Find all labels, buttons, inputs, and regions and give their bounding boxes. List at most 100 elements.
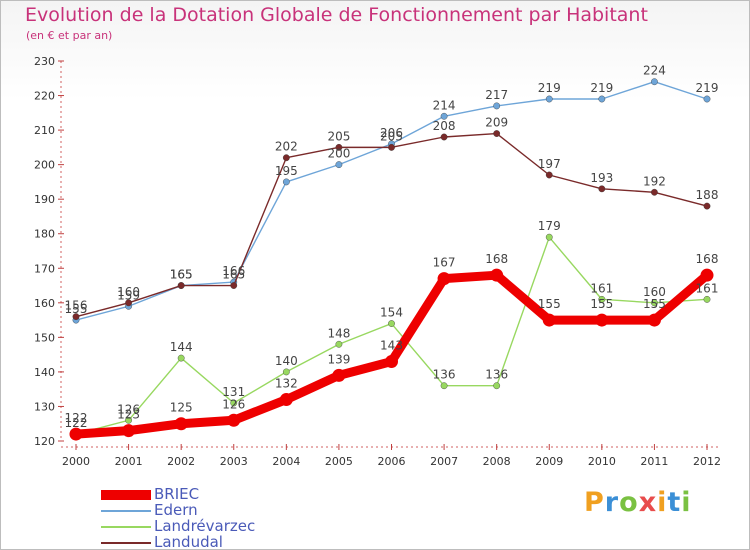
legend-item-briec: BRIEC — [101, 486, 301, 503]
data-label: 148 — [327, 326, 350, 340]
logo-letter: r — [604, 487, 620, 518]
legend-item-edern: Edern — [101, 501, 301, 519]
x-tick-label: 2011 — [640, 455, 668, 468]
data-point — [545, 233, 553, 241]
data-label: 202 — [275, 140, 298, 154]
data-point — [388, 320, 395, 327]
logo-letter: i — [657, 487, 668, 518]
data-point — [335, 143, 343, 151]
data-point — [230, 399, 238, 407]
data-point — [598, 95, 606, 103]
legend: BRIEC Edern Landrévarzec Landudal — [101, 486, 301, 549]
data-label: 195 — [275, 164, 298, 178]
y-tick-label: 230 — [34, 55, 55, 68]
data-point — [542, 313, 556, 327]
data-label: 126 — [117, 402, 140, 416]
data-label: 159 — [117, 288, 140, 302]
data-point — [703, 295, 711, 303]
data-label: 165 — [170, 268, 193, 282]
y-tick-label: 130 — [34, 400, 55, 413]
data-label: 179 — [538, 219, 561, 233]
data-label: 131 — [222, 385, 245, 399]
data-label: 209 — [485, 116, 508, 130]
data-point — [545, 95, 553, 103]
data-label: 155 — [538, 297, 561, 311]
data-label: 165 — [170, 268, 193, 282]
data-label: 156 — [65, 299, 88, 313]
data-point — [332, 368, 346, 382]
legend-swatch-briec — [101, 490, 151, 500]
legend-label-edern: Edern — [154, 501, 198, 519]
data-point — [703, 202, 711, 210]
data-label: 155 — [590, 297, 613, 311]
legend-swatch-landrevarzec — [101, 526, 151, 528]
legend-item-landrevarzec: Landrévarzec — [101, 518, 301, 535]
legend-item-landudal: Landudal — [101, 534, 301, 549]
data-point — [493, 130, 501, 137]
x-tick-label: 2009 — [535, 455, 563, 468]
data-point — [440, 112, 448, 120]
data-point — [493, 382, 501, 390]
data-label: 161 — [590, 281, 613, 295]
data-label: 219 — [590, 81, 613, 95]
y-tick-label: 160 — [34, 297, 55, 310]
data-label: 214 — [433, 98, 456, 112]
data-label: 167 — [433, 256, 456, 270]
logo-letter: o — [619, 487, 639, 518]
data-label: 143 — [380, 339, 403, 353]
data-label: 155 — [643, 297, 666, 311]
x-tick-label: 2008 — [483, 455, 511, 468]
data-label: 166 — [222, 264, 245, 278]
chart-subtitle: (en € et par an) — [26, 29, 113, 42]
logo-letter: t — [667, 487, 682, 518]
data-point — [493, 102, 501, 110]
data-label: 192 — [643, 174, 666, 188]
x-tick-label: 2002 — [167, 455, 195, 468]
data-label: 132 — [275, 377, 298, 391]
x-tick-label: 2006 — [378, 455, 406, 468]
y-tick-label: 140 — [34, 366, 55, 379]
data-label: 224 — [643, 64, 666, 78]
data-point — [700, 268, 714, 282]
data-point — [174, 417, 188, 431]
data-label: 122 — [65, 416, 88, 430]
data-label: 219 — [696, 81, 719, 95]
data-point — [227, 413, 241, 427]
data-point — [490, 268, 504, 282]
legend-swatch-landrevarzec-bar — [101, 526, 151, 528]
x-tick-label: 2005 — [325, 455, 353, 468]
data-label: 205 — [380, 129, 403, 143]
logo-letter: x — [638, 487, 658, 518]
x-tick-label: 2000 — [62, 455, 90, 468]
data-point — [440, 382, 448, 390]
data-label: 200 — [327, 147, 350, 161]
y-tick-label: 180 — [34, 228, 55, 241]
x-tick-label: 2012 — [693, 455, 721, 468]
chart-title: Evolution de la Dotation Globale de Fonc… — [25, 4, 648, 26]
data-point — [177, 354, 185, 362]
data-point — [335, 340, 343, 348]
data-point — [388, 143, 395, 151]
data-label: 188 — [696, 188, 719, 202]
data-point — [598, 185, 606, 193]
x-tick-label: 2004 — [272, 455, 300, 468]
data-label: 168 — [485, 252, 508, 266]
x-tick-label: 2003 — [220, 455, 248, 468]
data-point — [177, 282, 185, 289]
data-label: 144 — [170, 340, 193, 354]
legend-swatch-landudal-bar — [101, 542, 151, 544]
data-label: 123 — [117, 408, 140, 422]
data-point — [282, 178, 290, 186]
data-label: 136 — [433, 368, 456, 382]
proxiti-logo: Proxiti — [584, 487, 692, 518]
data-point — [595, 313, 609, 327]
data-point — [69, 427, 83, 441]
data-label: 136 — [485, 368, 508, 382]
data-label: 154 — [380, 306, 403, 320]
data-label: 126 — [222, 397, 245, 411]
legend-swatch-edern-bar — [101, 510, 151, 512]
data-label: 160 — [643, 285, 666, 299]
data-label: 160 — [117, 285, 140, 299]
